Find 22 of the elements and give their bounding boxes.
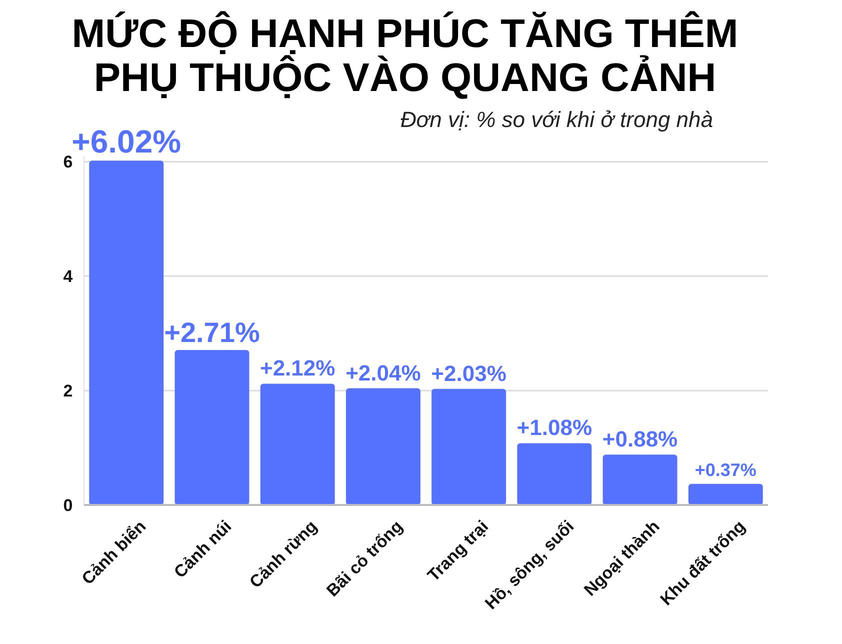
data-label: +0.88% xyxy=(602,426,678,452)
bar xyxy=(260,384,335,505)
bar xyxy=(346,388,420,505)
bar xyxy=(89,160,164,505)
bar xyxy=(432,388,506,505)
bar xyxy=(517,443,592,505)
data-label: +1.08% xyxy=(516,415,592,440)
data-label: +2.71% xyxy=(164,316,260,348)
data-label: +2.04% xyxy=(346,360,421,386)
data-label: +0.37% xyxy=(694,460,756,480)
y-tick-label: 0 xyxy=(63,496,73,515)
bar xyxy=(688,484,763,505)
y-tick-label: 4 xyxy=(63,267,74,286)
y-tick-label: 6 xyxy=(63,152,73,172)
data-label: +2.03% xyxy=(431,360,506,386)
bar xyxy=(174,350,250,505)
chart-subtitle: Đơn vị: % so với khi ở trong nhà xyxy=(400,107,713,132)
data-label: +2.12% xyxy=(260,356,336,381)
y-tick-label: 2 xyxy=(63,382,73,401)
chart-title: MỨC ĐỘ HẠNH PHÚC TĂNG THÊM PHỤ THUỘC VÀO QUANG CẢNH xyxy=(72,11,738,100)
bar xyxy=(602,454,678,505)
data-label: +6.02% xyxy=(72,124,182,160)
